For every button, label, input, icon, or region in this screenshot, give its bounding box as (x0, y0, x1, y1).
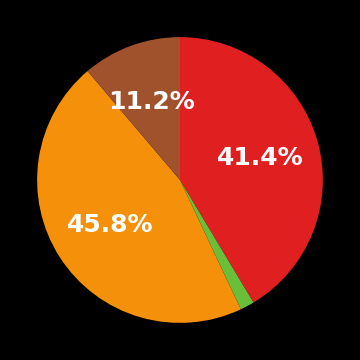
Wedge shape (37, 71, 241, 323)
Wedge shape (180, 180, 253, 309)
Text: 41.4%: 41.4% (217, 146, 303, 170)
Wedge shape (180, 37, 323, 302)
Wedge shape (87, 37, 180, 180)
Text: 45.8%: 45.8% (67, 213, 154, 237)
Text: 11.2%: 11.2% (108, 90, 195, 114)
